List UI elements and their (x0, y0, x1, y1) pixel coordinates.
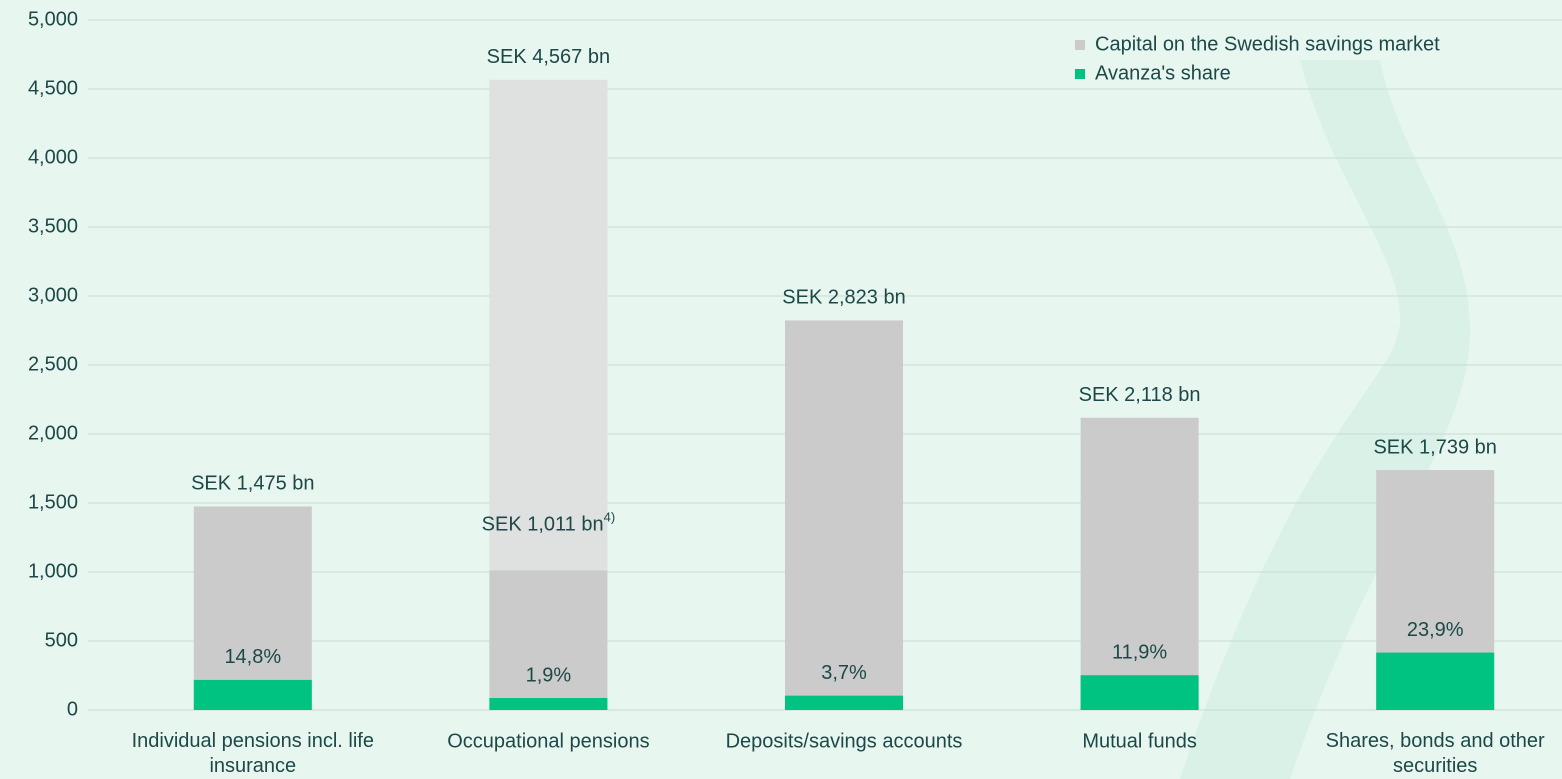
x-tick-label-line: insurance (209, 755, 296, 777)
x-tick-label-line: Shares, bonds and other (1326, 730, 1545, 752)
y-tick-label: 3,000 (28, 284, 78, 306)
y-tick-label: 1,500 (28, 491, 78, 513)
x-tick-label-line: securities (1393, 755, 1477, 777)
annotation: SEK 1,011 bn4) (482, 510, 616, 536)
y-tick-label: 3,500 (28, 215, 78, 237)
y-tick-label: 2,000 (28, 422, 78, 444)
value-label: 3,7% (821, 662, 867, 684)
y-tick-label: 4,500 (28, 77, 78, 99)
value-label: SEK 1,475 bn (191, 473, 314, 495)
annotation-superscript: 4) (604, 510, 616, 525)
y-tick-label: 2,500 (28, 353, 78, 375)
capital-bar (785, 320, 903, 710)
value-label: 23,9% (1407, 619, 1464, 641)
capital-bar (1080, 417, 1199, 710)
value-label: SEK 2,118 bn (1079, 384, 1201, 406)
legend-label: Capital on the Swedish savings market (1095, 33, 1440, 55)
y-tick-label: 500 (45, 629, 78, 651)
annotation-text: SEK 1,011 bn (482, 514, 604, 536)
subset-bar (489, 570, 608, 710)
value-label: SEK 2,823 bn (782, 287, 905, 309)
share-bar (785, 695, 903, 710)
share-bar (193, 679, 312, 710)
x-tick-label: Individual pensions incl. life insurance (132, 730, 374, 777)
x-tick-label: Shares, bonds and other securities (1326, 730, 1545, 777)
y-tick-label: 5,000 (28, 8, 78, 30)
share-bar (1376, 652, 1495, 710)
value-label: SEK 4,567 bn (487, 46, 610, 68)
legend-label: Avanza's share (1095, 62, 1231, 84)
y-tick-label: 4,000 (28, 146, 78, 168)
x-tick-label-line: Individual pensions incl. life (132, 730, 374, 752)
share-bar (489, 697, 608, 710)
y-tick-label: 1,000 (28, 560, 78, 582)
x-tick-label: Occupational pensions (447, 730, 649, 752)
value-label: 11,9% (1112, 642, 1167, 664)
value-label: 14,8% (224, 646, 281, 668)
legend-swatch (1075, 40, 1085, 50)
decoration (1180, 60, 1470, 779)
x-tick-label: Mutual funds (1082, 730, 1197, 752)
y-tick-label: 0 (67, 698, 78, 720)
x-tick-label: Deposits/savings accounts (726, 730, 963, 752)
legend-swatch (1075, 69, 1085, 79)
value-label: 1,9% (526, 664, 572, 686)
share-bar (1080, 675, 1199, 710)
capital-bar (193, 506, 312, 710)
value-label: SEK 1,739 bn (1373, 436, 1496, 458)
